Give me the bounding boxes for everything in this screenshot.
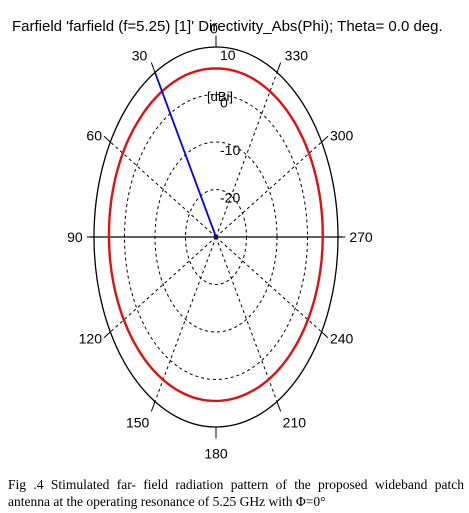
chart-title: Farfield 'farfield (f=5.25) [1]' Directi… <box>12 18 443 35</box>
spoke <box>215 72 278 238</box>
series-group <box>107 67 325 403</box>
polar-chart: Farfield 'farfield (f=5.25) [1]' Directi… <box>12 18 443 462</box>
tick <box>150 401 156 412</box>
tick <box>321 135 329 143</box>
spoke <box>215 236 278 402</box>
figure-caption: Fig .4 Stimulated far- field radiation p… <box>8 477 464 509</box>
angle-label: 300 <box>330 127 354 143</box>
ring-label: -20 <box>220 190 240 206</box>
ring-label: 10 <box>220 47 236 63</box>
angle-label: 270 <box>349 229 373 245</box>
unit-label: [dBi] <box>207 89 233 104</box>
tick <box>103 135 111 143</box>
angle-label: 60 <box>86 127 102 143</box>
ring-label: -10 <box>220 142 240 158</box>
angle-label: 240 <box>330 331 354 347</box>
ring-labels: 10 0 -10 -20 <box>220 47 240 206</box>
angle-label: 210 <box>283 414 307 430</box>
main-lobe-group <box>154 72 217 238</box>
tick <box>276 401 282 412</box>
ring-label: 0 <box>220 95 228 111</box>
angle-label: 150 <box>126 414 150 430</box>
spoke <box>154 236 217 402</box>
tick <box>103 331 111 339</box>
angle-labels: 0 30 60 90 120 150 180 210 240 270 300 330 <box>67 21 373 462</box>
tick <box>150 62 156 73</box>
tick <box>276 62 282 73</box>
tick <box>321 331 329 339</box>
main-lobe-line <box>154 72 217 238</box>
angle-label: 30 <box>132 48 148 64</box>
angle-label: 330 <box>285 48 309 64</box>
angle-label: 120 <box>79 331 103 347</box>
angle-label: 90 <box>67 229 83 245</box>
angle-label: 0 <box>210 21 218 37</box>
angle-label: 180 <box>204 445 228 461</box>
pattern-series <box>107 67 325 403</box>
